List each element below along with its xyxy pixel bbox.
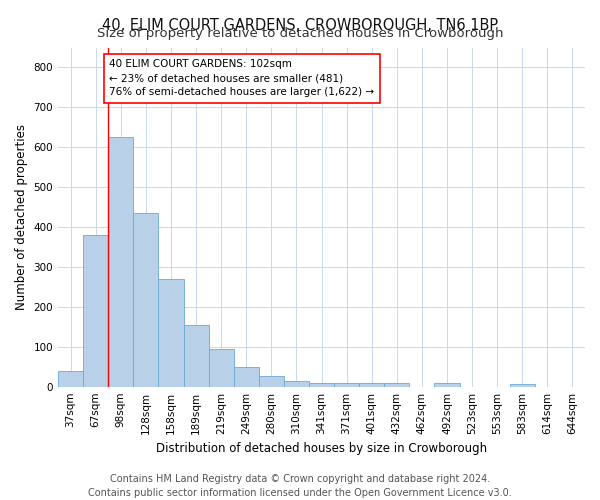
Bar [83,235,108,386]
Text: Size of property relative to detached houses in Crowborough: Size of property relative to detached ho… [97,28,503,40]
Bar [384,382,409,386]
Y-axis label: Number of detached properties: Number of detached properties [15,124,28,310]
Bar [359,382,384,386]
Text: 40 ELIM COURT GARDENS: 102sqm
← 23% of detached houses are smaller (481)
76% of : 40 ELIM COURT GARDENS: 102sqm ← 23% of d… [109,60,374,98]
Text: 40, ELIM COURT GARDENS, CROWBOROUGH, TN6 1BP: 40, ELIM COURT GARDENS, CROWBOROUGH, TN6… [102,18,498,32]
Bar [233,366,259,386]
Bar [133,213,158,386]
X-axis label: Distribution of detached houses by size in Crowborough: Distribution of detached houses by size … [156,442,487,455]
Bar [108,138,133,386]
Bar [259,376,284,386]
Bar [309,382,334,386]
Bar [58,370,83,386]
Bar [510,384,535,386]
Bar [158,279,184,386]
Bar [434,384,460,386]
Text: Contains HM Land Registry data © Crown copyright and database right 2024.
Contai: Contains HM Land Registry data © Crown c… [88,474,512,498]
Bar [209,349,233,387]
Bar [334,382,359,386]
Bar [184,325,209,386]
Bar [284,380,309,386]
